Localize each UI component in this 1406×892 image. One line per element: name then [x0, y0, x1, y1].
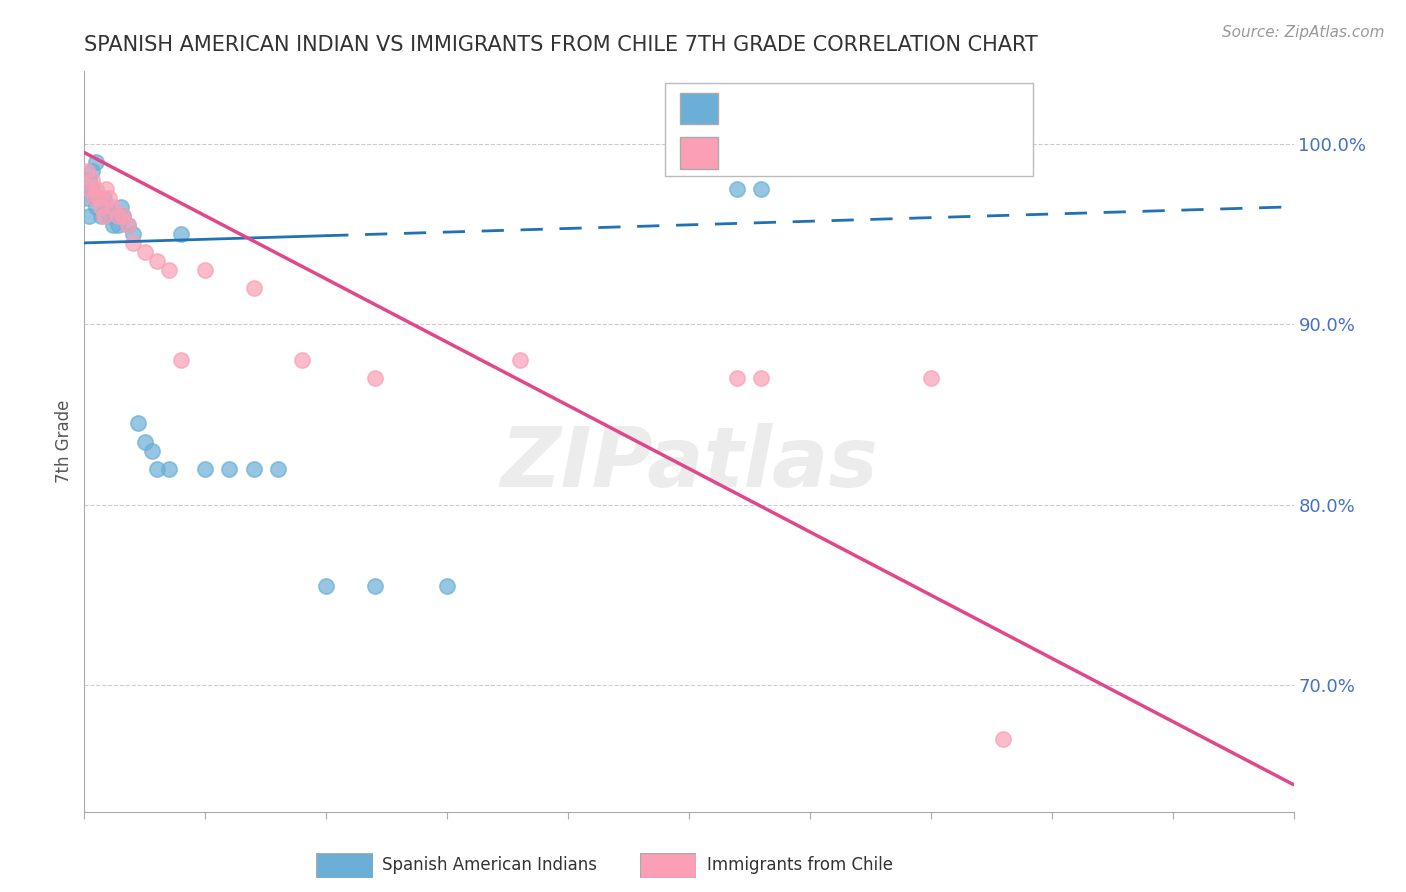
- Point: [725, 371, 748, 385]
- Point: [194, 461, 217, 475]
- Point: [267, 461, 290, 475]
- Point: [107, 209, 129, 223]
- Point: [121, 227, 143, 241]
- Point: [83, 191, 105, 205]
- Point: [94, 200, 117, 214]
- Text: R = -0.814   N = 29: R = -0.814 N = 29: [737, 144, 943, 161]
- Point: [157, 263, 180, 277]
- Point: [93, 191, 115, 205]
- Point: [242, 461, 264, 475]
- Point: [725, 182, 748, 196]
- Point: [86, 182, 108, 196]
- Y-axis label: 7th Grade: 7th Grade: [55, 400, 73, 483]
- Point: [117, 218, 139, 232]
- Point: [194, 263, 217, 277]
- Point: [315, 579, 337, 593]
- FancyBboxPatch shape: [665, 83, 1033, 177]
- Point: [110, 200, 132, 214]
- Point: [107, 218, 129, 232]
- Point: [242, 281, 264, 295]
- Point: [363, 371, 385, 385]
- Point: [94, 182, 117, 196]
- Point: [104, 209, 127, 223]
- Point: [146, 461, 169, 475]
- Point: [436, 579, 458, 593]
- Text: R =  0.037   N = 35: R = 0.037 N = 35: [737, 100, 943, 118]
- Point: [993, 732, 1015, 747]
- Point: [117, 218, 139, 232]
- Point: [80, 163, 103, 178]
- Bar: [681, 93, 717, 124]
- Point: [157, 461, 180, 475]
- Point: [146, 254, 169, 268]
- Point: [97, 191, 120, 205]
- Point: [80, 172, 103, 186]
- Point: [86, 200, 108, 214]
- Point: [121, 235, 143, 250]
- Point: [134, 244, 156, 259]
- Text: ZIPatlas: ZIPatlas: [501, 423, 877, 504]
- Text: Source: ZipAtlas.com: Source: ZipAtlas.com: [1222, 25, 1385, 40]
- Point: [363, 579, 385, 593]
- Point: [87, 191, 110, 205]
- Point: [77, 209, 100, 223]
- Point: [103, 200, 125, 214]
- Point: [76, 163, 98, 178]
- Point: [87, 191, 110, 205]
- Point: [103, 218, 125, 232]
- Point: [112, 209, 135, 223]
- Point: [76, 191, 98, 205]
- Point: [920, 371, 942, 385]
- Point: [97, 209, 120, 223]
- Text: SPANISH AMERICAN INDIAN VS IMMIGRANTS FROM CHILE 7TH GRADE CORRELATION CHART: SPANISH AMERICAN INDIAN VS IMMIGRANTS FR…: [84, 35, 1038, 54]
- Bar: [681, 137, 717, 169]
- Point: [134, 434, 156, 449]
- Point: [90, 200, 112, 214]
- Text: Immigrants from Chile: Immigrants from Chile: [707, 856, 893, 874]
- Point: [80, 182, 103, 196]
- Point: [218, 461, 240, 475]
- Point: [90, 209, 112, 223]
- Point: [509, 353, 531, 368]
- Point: [83, 191, 105, 205]
- Point: [112, 209, 135, 223]
- Text: Spanish American Indians: Spanish American Indians: [382, 856, 598, 874]
- Point: [77, 172, 100, 186]
- Point: [170, 353, 193, 368]
- Point: [751, 371, 773, 385]
- Point: [86, 154, 108, 169]
- Point: [77, 182, 100, 196]
- Point: [93, 209, 115, 223]
- Point: [751, 182, 773, 196]
- Point: [291, 353, 314, 368]
- Point: [170, 227, 193, 241]
- Point: [141, 443, 163, 458]
- Point: [127, 417, 149, 431]
